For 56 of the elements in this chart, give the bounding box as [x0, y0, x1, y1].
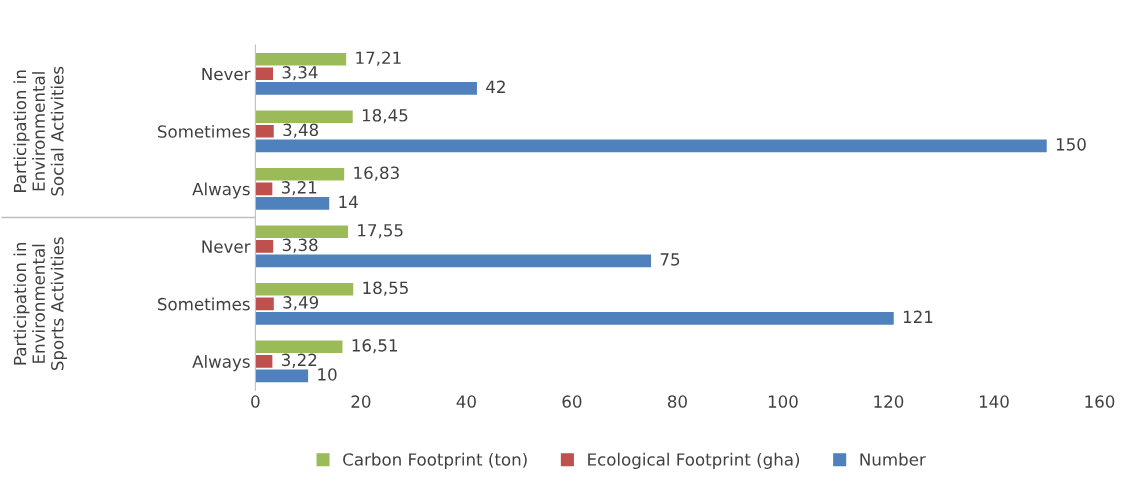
- data-label: 3,21: [281, 181, 317, 196]
- legend-label: Ecological Footprint (gha): [588, 452, 800, 469]
- legend-label: Number: [860, 452, 926, 466]
- x-tick-label: 60: [562, 395, 582, 408]
- y-tick-label: Sometimes: [158, 124, 250, 138]
- bar: [255, 67, 273, 81]
- bar: [255, 182, 273, 196]
- data-label: 16,83: [354, 166, 399, 181]
- bar: [255, 167, 345, 181]
- x-tick-label: 40: [456, 395, 476, 408]
- bar: [255, 282, 354, 296]
- y-tick-label: Always: [192, 355, 250, 372]
- x-tick-label: 100: [768, 395, 798, 408]
- y-tick-label: Sometimes: [158, 297, 250, 311]
- x-tick-label: 140: [979, 395, 1009, 408]
- text: Participation in Environmental Social Activities: [13, 66, 64, 196]
- x-tick-label: 80: [667, 395, 687, 408]
- x-tick-label: 20: [351, 395, 371, 408]
- bar: [255, 369, 309, 383]
- data-label: 42: [486, 80, 505, 93]
- data-label: 18,45: [362, 108, 408, 124]
- data-label: 10: [318, 368, 337, 381]
- data-label: 150: [1056, 138, 1086, 151]
- data-label: 75: [660, 253, 680, 266]
- bar: [255, 239, 274, 253]
- data-label: 16,51: [352, 339, 397, 354]
- bar: [255, 254, 652, 268]
- data-label: 3,38: [282, 238, 318, 253]
- y-tick-label: Never: [202, 240, 251, 253]
- bar: [255, 355, 273, 368]
- x-tick-label: 120: [874, 395, 904, 408]
- text: Participation in Environmental Sports Activities: [13, 237, 67, 371]
- data-label: 3,49: [283, 296, 319, 311]
- bar: [255, 197, 330, 210]
- bar: [255, 52, 347, 66]
- bar: [255, 139, 1047, 153]
- legend-label: Carbon Footprint (ton): [343, 452, 527, 469]
- bar: [255, 297, 274, 311]
- x-tick-label: 160: [1085, 395, 1115, 408]
- y-tick-label: Always: [192, 182, 250, 199]
- data-label: 3,48: [283, 123, 319, 138]
- data-label: 3,34: [282, 66, 318, 81]
- bar: [255, 110, 353, 124]
- x-tick-label: 0: [251, 395, 260, 408]
- bar: [255, 312, 894, 325]
- bar: [255, 340, 343, 354]
- data-label: 17,55: [358, 224, 403, 239]
- data-label: 17,21: [356, 51, 401, 66]
- data-label: 121: [903, 310, 933, 323]
- y-tick-label: Never: [202, 67, 251, 81]
- data-label: 14: [339, 195, 358, 208]
- bar: [255, 124, 274, 138]
- data-label: 3,22: [281, 353, 317, 368]
- bar: [255, 81, 477, 95]
- bar: [255, 225, 348, 239]
- data-label: 18,55: [363, 281, 408, 296]
